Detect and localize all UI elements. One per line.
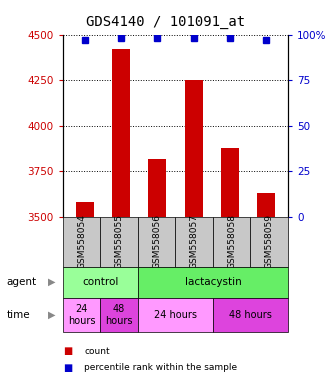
Bar (138, 267, 288, 298)
Text: ■: ■ (63, 363, 72, 373)
Text: agent: agent (7, 277, 37, 287)
Bar (100, 217, 138, 267)
Bar (148, 159, 166, 217)
Bar (63, 217, 100, 267)
Text: percentile rank within the sample: percentile rank within the sample (84, 363, 238, 372)
Bar (100, 298, 138, 332)
Bar (184, 80, 203, 217)
Text: time: time (7, 310, 30, 320)
Text: GSM558059: GSM558059 (265, 214, 274, 270)
Text: GDS4140 / 101091_at: GDS4140 / 101091_at (86, 15, 245, 29)
Text: GSM558054: GSM558054 (77, 215, 86, 269)
Bar (112, 49, 130, 217)
Text: GSM558056: GSM558056 (152, 214, 161, 270)
Text: ■: ■ (63, 346, 72, 356)
Text: ▶: ▶ (48, 310, 55, 320)
Bar (63, 267, 138, 298)
Text: GSM558058: GSM558058 (227, 214, 236, 270)
Bar (175, 217, 213, 267)
Text: GSM558055: GSM558055 (115, 214, 124, 270)
Text: 48
hours: 48 hours (105, 304, 133, 326)
Bar (138, 217, 175, 267)
Bar (75, 202, 94, 217)
Text: control: control (82, 277, 118, 287)
Bar (221, 147, 239, 217)
Bar (63, 298, 100, 332)
Text: lactacystin: lactacystin (185, 277, 241, 287)
Bar (138, 298, 213, 332)
Text: 48 hours: 48 hours (229, 310, 272, 320)
Text: 24
hours: 24 hours (68, 304, 95, 326)
Bar (213, 298, 288, 332)
Bar (213, 217, 251, 267)
Text: 24 hours: 24 hours (154, 310, 197, 320)
Text: GSM558057: GSM558057 (190, 214, 199, 270)
Text: ▶: ▶ (48, 277, 55, 287)
Text: count: count (84, 347, 110, 356)
Bar (251, 217, 288, 267)
Bar (257, 193, 275, 217)
